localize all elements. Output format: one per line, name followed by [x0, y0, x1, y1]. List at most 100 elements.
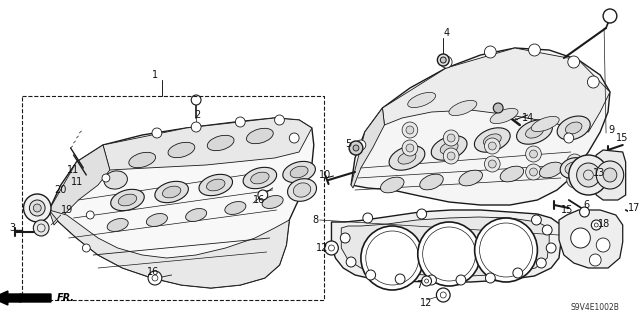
Text: 16: 16 [147, 267, 159, 277]
Ellipse shape [287, 179, 317, 201]
Ellipse shape [516, 120, 552, 144]
Text: 15: 15 [616, 133, 628, 143]
Circle shape [447, 152, 455, 160]
Circle shape [361, 226, 424, 290]
Text: 11: 11 [67, 165, 79, 175]
Ellipse shape [449, 100, 477, 115]
Circle shape [596, 238, 610, 252]
Circle shape [603, 9, 617, 23]
Ellipse shape [459, 170, 483, 186]
Circle shape [488, 142, 496, 150]
Circle shape [353, 145, 359, 151]
Circle shape [546, 243, 556, 253]
Circle shape [346, 257, 356, 267]
Circle shape [444, 148, 459, 164]
Ellipse shape [560, 158, 587, 178]
Circle shape [396, 274, 405, 284]
Ellipse shape [389, 146, 425, 170]
Text: 17: 17 [628, 203, 640, 213]
Ellipse shape [290, 166, 308, 178]
Ellipse shape [490, 108, 518, 124]
Ellipse shape [118, 194, 137, 206]
Text: 11: 11 [70, 177, 83, 187]
Circle shape [588, 76, 599, 88]
Circle shape [417, 209, 427, 219]
Ellipse shape [111, 189, 144, 211]
Circle shape [289, 133, 299, 143]
Circle shape [440, 56, 452, 68]
Ellipse shape [408, 93, 436, 108]
Circle shape [536, 258, 546, 268]
Circle shape [564, 133, 573, 143]
Circle shape [427, 275, 436, 285]
Circle shape [152, 128, 162, 138]
Ellipse shape [186, 209, 207, 221]
Text: 20: 20 [54, 185, 67, 195]
Polygon shape [332, 210, 561, 282]
Text: 19: 19 [61, 205, 73, 215]
Ellipse shape [381, 177, 404, 193]
Polygon shape [383, 48, 610, 132]
Circle shape [542, 225, 552, 235]
Circle shape [148, 271, 162, 285]
Ellipse shape [398, 152, 416, 164]
Ellipse shape [129, 152, 156, 168]
Circle shape [529, 150, 538, 158]
Text: 8: 8 [312, 215, 319, 225]
Polygon shape [351, 108, 385, 188]
Ellipse shape [147, 213, 168, 226]
Circle shape [24, 194, 51, 222]
Circle shape [485, 273, 495, 283]
Circle shape [444, 130, 459, 146]
Circle shape [349, 141, 363, 155]
Text: S9V4E1002B: S9V4E1002B [571, 303, 620, 312]
Text: 13: 13 [593, 168, 605, 178]
Polygon shape [341, 217, 549, 276]
Circle shape [591, 220, 601, 230]
Ellipse shape [155, 181, 188, 203]
Circle shape [525, 164, 541, 180]
Ellipse shape [207, 135, 234, 151]
Circle shape [363, 213, 372, 223]
Text: 18: 18 [598, 219, 611, 229]
Circle shape [632, 210, 640, 220]
Circle shape [484, 156, 500, 172]
Text: 9: 9 [608, 125, 614, 135]
Circle shape [484, 138, 500, 154]
Ellipse shape [500, 166, 524, 182]
Circle shape [436, 288, 450, 302]
Circle shape [437, 54, 449, 66]
Circle shape [33, 204, 41, 212]
Circle shape [569, 155, 608, 195]
Ellipse shape [251, 172, 269, 184]
Circle shape [406, 144, 414, 152]
Circle shape [567, 172, 582, 188]
Text: 2: 2 [194, 110, 200, 120]
FancyArrow shape [0, 291, 51, 305]
Circle shape [191, 95, 201, 105]
Circle shape [529, 44, 540, 56]
Ellipse shape [420, 174, 444, 190]
Ellipse shape [199, 174, 232, 196]
Circle shape [571, 176, 579, 184]
Polygon shape [49, 210, 289, 288]
Circle shape [513, 268, 523, 278]
Text: 6: 6 [584, 200, 589, 210]
Ellipse shape [474, 128, 510, 152]
Circle shape [447, 134, 455, 142]
Circle shape [258, 190, 268, 200]
Ellipse shape [107, 219, 128, 232]
Ellipse shape [525, 126, 543, 138]
Circle shape [402, 140, 418, 156]
Ellipse shape [431, 136, 467, 160]
Ellipse shape [104, 171, 127, 189]
Text: 5: 5 [345, 139, 351, 149]
Circle shape [577, 163, 600, 187]
Circle shape [356, 140, 366, 150]
Text: FR.: FR. [57, 293, 75, 303]
Ellipse shape [163, 186, 181, 198]
Polygon shape [593, 150, 626, 200]
Circle shape [571, 228, 590, 248]
Circle shape [418, 222, 481, 286]
Circle shape [529, 168, 538, 176]
